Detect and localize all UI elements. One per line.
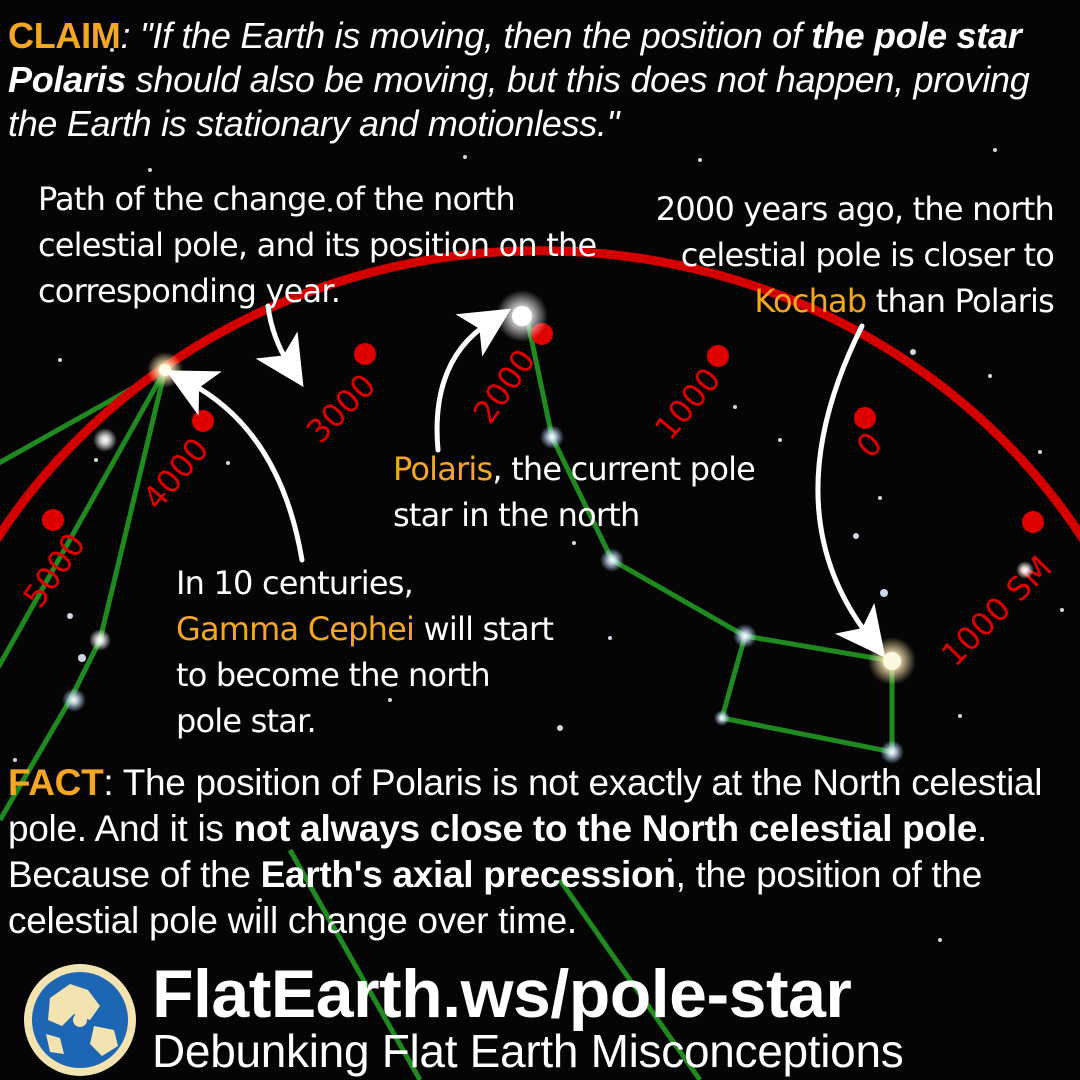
year-label: 3000 <box>299 366 383 450</box>
star <box>93 428 117 452</box>
star <box>600 548 624 572</box>
star <box>1016 561 1034 579</box>
globe-logo-icon <box>24 964 136 1076</box>
kochab-name: Kochab <box>754 282 867 320</box>
arrow-to-gamma-cephei <box>165 370 305 563</box>
year-marker-1000-sm <box>1022 511 1044 533</box>
year-marker-4000 <box>192 410 214 432</box>
claim-emphasis: the pole star Polaris <box>8 15 1022 100</box>
kochab-note-body-1: 2000 years ago, the north celestial pole… <box>655 190 1055 274</box>
star <box>714 710 730 726</box>
year-label: 5000 <box>15 526 93 615</box>
star <box>880 740 904 764</box>
claim-label: CLAIM <box>8 15 121 56</box>
star <box>62 688 86 712</box>
year-label: 1000 SM <box>934 548 1060 674</box>
polaris-name: Polaris <box>393 450 493 488</box>
gamma-note-body-2: will start to become the north pole star… <box>176 610 554 740</box>
polaris-note-body: , the current pole star in the north <box>393 450 756 534</box>
claim-text: CLAIM: "If the Earth is moving, then the… <box>8 14 1074 146</box>
bright-stars <box>62 290 1034 764</box>
year-marker-3000 <box>354 343 376 365</box>
star <box>540 425 564 449</box>
arrow-to-kochab <box>815 323 886 658</box>
star <box>733 624 757 648</box>
gamma-note-body-1: In 10 centuries, <box>176 564 414 602</box>
fact-body-2: . Because of the <box>8 808 988 895</box>
year-label: 2000 <box>465 342 543 431</box>
fact-label: FACT <box>8 762 104 803</box>
claim-body-2: should also be moving, but this does not… <box>8 59 1030 144</box>
background-stars <box>13 48 1064 942</box>
fact-emphasis-2: Earth's axial precession <box>260 854 676 895</box>
year-markers <box>42 323 1044 533</box>
gamma-cephei-annotation: In 10 centuries, Gamma Cephei will start … <box>176 560 556 744</box>
year-marker-0 <box>854 407 876 429</box>
polaris-annotation: Polaris, the current pole star in the no… <box>393 446 813 538</box>
fact-body-1: : The position of Polaris is not exactly… <box>8 762 1043 849</box>
year-marker-1000 <box>707 345 729 367</box>
kochab-note-body-2: than Polaris <box>866 282 1055 320</box>
path-annotation: Path of the change of the north celestia… <box>38 180 597 310</box>
kochab-annotation: 2000 years ago, the north celestial pole… <box>584 186 1055 324</box>
fact-emphasis-1: not always close to the North celestial … <box>233 808 978 849</box>
star <box>89 629 111 651</box>
claim-body-1: : "If the Earth is moving, then the posi… <box>120 15 812 56</box>
gamma-cephei-name: Gamma Cephei <box>176 610 415 648</box>
year-label: 0 <box>849 424 890 465</box>
site-url: FlatEarth.ws/pole-star <box>152 956 852 1032</box>
fact-text: FACT: The position of Polaris is not exa… <box>8 760 1074 944</box>
annotation-arrows <box>165 303 886 658</box>
year-marker-5000 <box>42 509 64 531</box>
fact-body-3: , the position of the celestial pole wil… <box>8 854 982 941</box>
arrow-to-polaris <box>434 308 512 453</box>
site-tagline: Debunking Flat Earth Misconceptions <box>152 1025 904 1077</box>
year-label: 1000 <box>647 360 728 447</box>
precession-path <box>0 246 1080 543</box>
arrow-to-path <box>255 303 304 388</box>
